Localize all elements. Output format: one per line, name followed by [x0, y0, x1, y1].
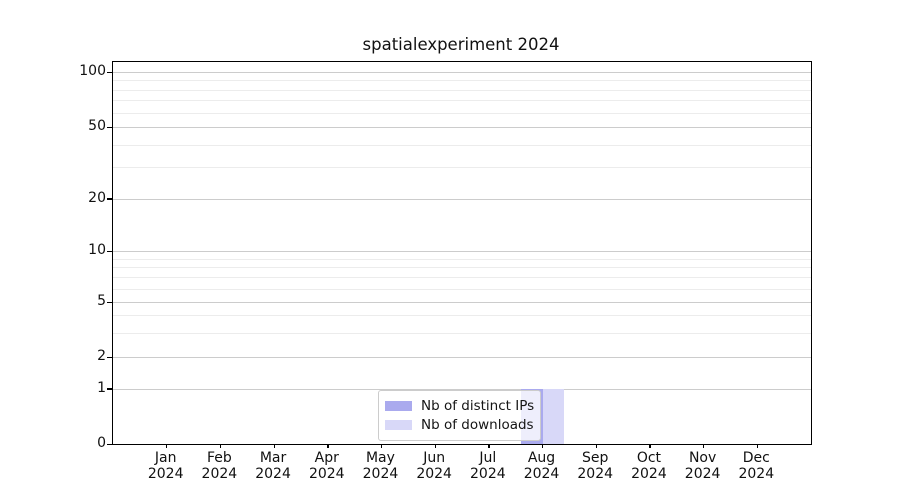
x-tick-mark — [703, 444, 705, 448]
x-tick-label: May 2024 — [362, 450, 399, 482]
minor-gridline — [113, 332, 811, 334]
x-tick-mark — [380, 444, 383, 448]
x-tick-label: Aug 2024 — [523, 450, 560, 482]
legend: Nb of distinct IPs Nb of downloads — [378, 390, 541, 441]
minor-gridline — [113, 144, 811, 146]
y-tick-label: 100 — [79, 63, 106, 79]
x-tick-mark — [649, 444, 651, 448]
x-tick-label: Nov 2024 — [684, 450, 721, 482]
x-tick-mark — [756, 444, 759, 448]
major-gridline — [113, 72, 811, 73]
x-tick-mark — [327, 444, 329, 448]
y-tick-mark — [107, 126, 112, 128]
x-tick-label: Sep 2024 — [577, 450, 614, 482]
legend-label-distinct-ips: Nb of distinct IPs — [421, 397, 535, 414]
x-tick-label: Oct 2024 — [631, 450, 667, 482]
y-tick-label: 5 — [97, 293, 106, 309]
major-gridline — [113, 127, 811, 129]
y-tick-mark — [107, 71, 112, 73]
x-tick-mark — [166, 444, 168, 448]
plot-area: Nb of distinct IPs Nb of downloads — [107, 61, 812, 448]
x-tick-mark — [488, 444, 490, 448]
minor-gridline — [113, 167, 811, 168]
minor-gridline — [113, 258, 811, 260]
x-tick-label: Jun 2024 — [416, 450, 452, 482]
x-tick-label: Apr 2024 — [308, 450, 345, 482]
x-tick-label: Jan 2024 — [147, 450, 184, 482]
y-tick-label: 50 — [88, 118, 106, 135]
minor-gridline — [113, 80, 811, 82]
legend-swatch-downloads — [385, 419, 412, 430]
x-tick-label: Feb 2024 — [201, 450, 238, 482]
legend-label-downloads: Nb of downloads — [421, 416, 534, 433]
x-tick-mark — [434, 444, 436, 448]
x-tick-mark — [542, 444, 544, 448]
minor-gridline — [113, 314, 811, 316]
y-tick-mark — [107, 388, 112, 390]
legend-item-downloads: Nb of downloads — [385, 415, 534, 434]
x-tick-mark — [273, 444, 275, 448]
major-gridline — [113, 388, 811, 390]
y-tick-mark — [107, 443, 112, 445]
y-tick-label: 2 — [97, 348, 106, 365]
x-tick-label: Jul 2024 — [470, 450, 506, 482]
bar-nb-of-downloads-aug — [542, 389, 564, 444]
x-tick-mark — [219, 444, 222, 448]
y-tick-label: 20 — [88, 189, 106, 206]
y-tick-label: 10 — [88, 242, 106, 258]
minor-gridline — [113, 276, 811, 278]
x-tick-mark — [595, 444, 598, 448]
major-gridline — [113, 357, 811, 359]
major-gridline — [113, 251, 811, 252]
chart-title: spatialexperiment 2024 — [362, 35, 560, 54]
legend-item-distinct-ips: Nb of distinct IPs — [385, 396, 534, 415]
y-tick-label: 0 — [97, 435, 106, 451]
minor-gridline — [113, 112, 811, 114]
y-tick-mark — [107, 250, 112, 252]
minor-gridline — [113, 267, 811, 269]
y-tick-mark — [107, 356, 112, 358]
minor-gridline — [113, 100, 811, 101]
y-tick-label: 1 — [97, 379, 106, 396]
y-tick-mark — [107, 198, 112, 200]
minor-gridline — [113, 288, 811, 290]
major-gridline — [113, 198, 811, 200]
x-tick-label: Mar 2024 — [255, 450, 291, 482]
minor-gridline — [113, 90, 811, 91]
legend-swatch-distinct-ips — [385, 400, 412, 411]
major-gridline — [113, 302, 811, 303]
y-tick-mark — [107, 301, 112, 303]
x-tick-label: Dec 2024 — [738, 450, 775, 482]
